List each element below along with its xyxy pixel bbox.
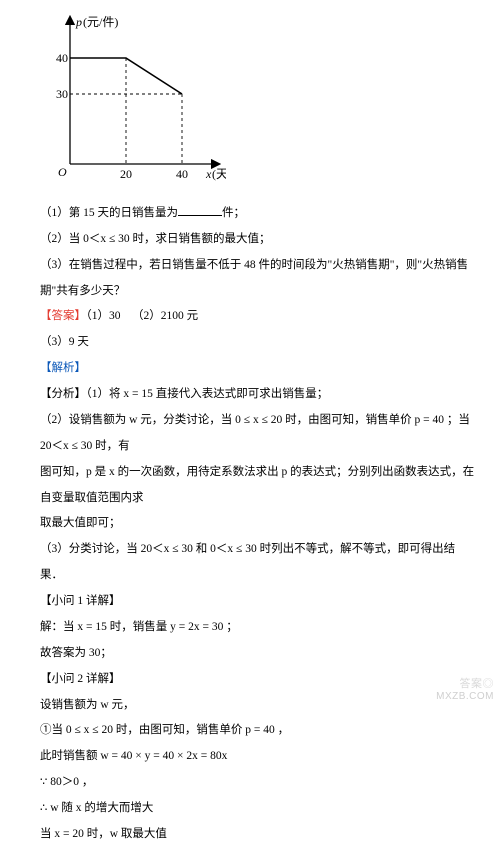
origin-label: O bbox=[58, 165, 67, 179]
x-axis-label: x bbox=[205, 167, 212, 181]
sub2-line3: 此时销售额 w = 40 × y = 40 × 2x = 80x bbox=[40, 744, 476, 770]
sub2-line4: ∵ 80＞0 ， bbox=[40, 770, 476, 796]
sub1-line1: 解：当 x = 15 时，销售量 y = 2x = 30 ； bbox=[40, 615, 476, 641]
sub2-line2: ①当 0 ≤ x ≤ 20 时，由图可知，销售单价 p = 40 ， bbox=[40, 718, 476, 744]
analysis-2b: 图可知，p 是 x 的一次函数，用待定系数法求出 p 的表达式；分别列出函数表达… bbox=[40, 460, 476, 512]
analysis-2a: （2）设销售额为 w 元，分类讨论，当 0 ≤ x ≤ 20 时，由图可知，销售… bbox=[40, 408, 476, 460]
sub2-line5: ∴ w 随 x 的增大而增大 bbox=[40, 796, 476, 822]
sub1-line2: 故答案为 30； bbox=[40, 641, 476, 667]
xtick-20: 20 bbox=[120, 167, 132, 181]
xtick-40: 40 bbox=[176, 167, 188, 181]
sub2-line1: 设销售额为 w 元， bbox=[40, 693, 476, 719]
question-1: （1）第 15 天的日销售量为件； bbox=[40, 201, 476, 227]
sub2-label: 【小问 2 详解】 bbox=[40, 667, 476, 693]
ytick-40: 40 bbox=[56, 51, 68, 65]
sub2-line6: 当 x = 20 时，w 取最大值 bbox=[40, 822, 476, 848]
answers-line-2: （3）9 天 bbox=[40, 330, 476, 356]
analysis-2c: 取最大值即可； bbox=[40, 511, 476, 537]
answers-label: 【答案】 bbox=[40, 310, 86, 322]
answers-line-1: 【答案】（1）30 （2）2100 元 bbox=[40, 304, 476, 330]
svg-text:(元/件): (元/件) bbox=[83, 15, 118, 29]
analysis-label: 【解析】 bbox=[40, 356, 476, 382]
question-3: （3）在销售过程中，若日销售量不低于 48 件的时间段为"火热销售期"，则"火热… bbox=[40, 253, 476, 305]
y-axis-label: p bbox=[75, 15, 82, 29]
analysis-1: 【分析】（1）将 x = 15 直接代入表达式即可求出销售量； bbox=[40, 382, 476, 408]
chart: 40 30 20 40 p (元/件) x (天) O bbox=[36, 14, 476, 195]
svg-text:(天): (天) bbox=[212, 167, 226, 181]
watermark: 答案◎ MXZB.COM bbox=[436, 678, 494, 703]
analysis-3: （3）分类讨论，当 20＜x ≤ 30 和 0＜x ≤ 30 时列出不等式，解不… bbox=[40, 537, 476, 589]
sub1-label: 【小问 1 详解】 bbox=[40, 589, 476, 615]
ytick-30: 30 bbox=[56, 87, 68, 101]
question-2: （2）当 0＜x ≤ 30 时，求日销售额的最大值； bbox=[40, 227, 476, 253]
